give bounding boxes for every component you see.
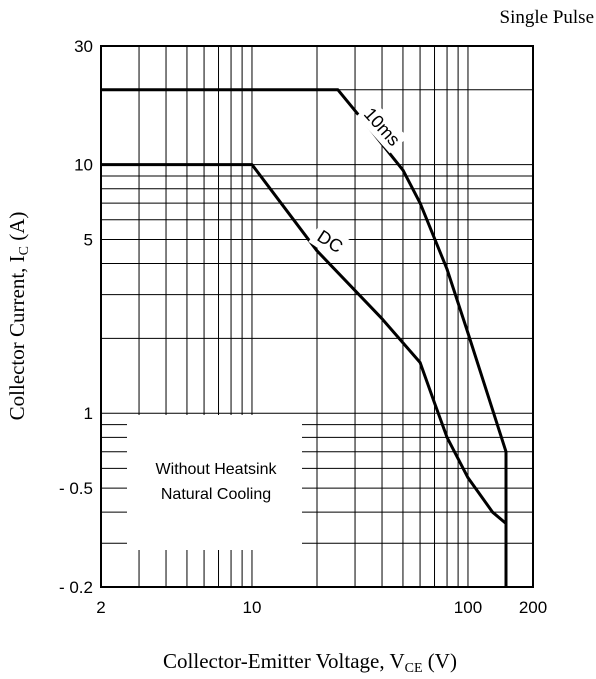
y-axis-title-unit: (A) bbox=[5, 212, 29, 246]
x-tick-label: 2 bbox=[96, 598, 105, 617]
y-axis-title-main: Collector Current, I bbox=[5, 255, 29, 420]
y-tick-label: 10 bbox=[74, 156, 93, 175]
curve-label-dc-group: DC bbox=[308, 221, 352, 262]
annotation-line-2: Natural Cooling bbox=[161, 486, 271, 503]
curve-label-background bbox=[356, 100, 408, 154]
x-axis-title-subscript: CE bbox=[405, 661, 423, 676]
y-tick-label: 5 bbox=[84, 230, 93, 249]
x-axis-title-unit: (V) bbox=[423, 649, 457, 673]
x-axis-title: Collector-Emitter Voltage, VCE (V) bbox=[163, 649, 457, 676]
x-tick-label: 200 bbox=[519, 598, 547, 617]
y-tick-label: 30 bbox=[74, 37, 93, 56]
y-axis-title: Collector Current, IC (A) bbox=[5, 212, 32, 421]
curve-label-background bbox=[308, 221, 352, 262]
series-line-10ms bbox=[101, 88, 508, 587]
annotation-line-1: Without Heatsink bbox=[156, 461, 278, 478]
y-axis-title-subscript: C bbox=[17, 246, 32, 255]
plot-frame bbox=[100, 45, 534, 588]
y-tick-label: 1 bbox=[84, 404, 93, 423]
curves bbox=[101, 88, 508, 587]
tick-labels: 2 10 100 200 - 0.2 - 0.5 1 5 10 30 bbox=[59, 37, 547, 617]
annotation-box bbox=[127, 415, 302, 550]
x-tick-label: 10 bbox=[243, 598, 262, 617]
series-line-dc bbox=[101, 163, 508, 587]
y-tick-label: - 0.2 bbox=[59, 578, 93, 597]
y-tick-label: - 0.5 bbox=[59, 479, 93, 498]
x-tick-label: 100 bbox=[454, 598, 482, 617]
x-axis-title-main: Collector-Emitter Voltage, V bbox=[163, 649, 405, 673]
chart-title: Single Pulse bbox=[500, 7, 594, 28]
